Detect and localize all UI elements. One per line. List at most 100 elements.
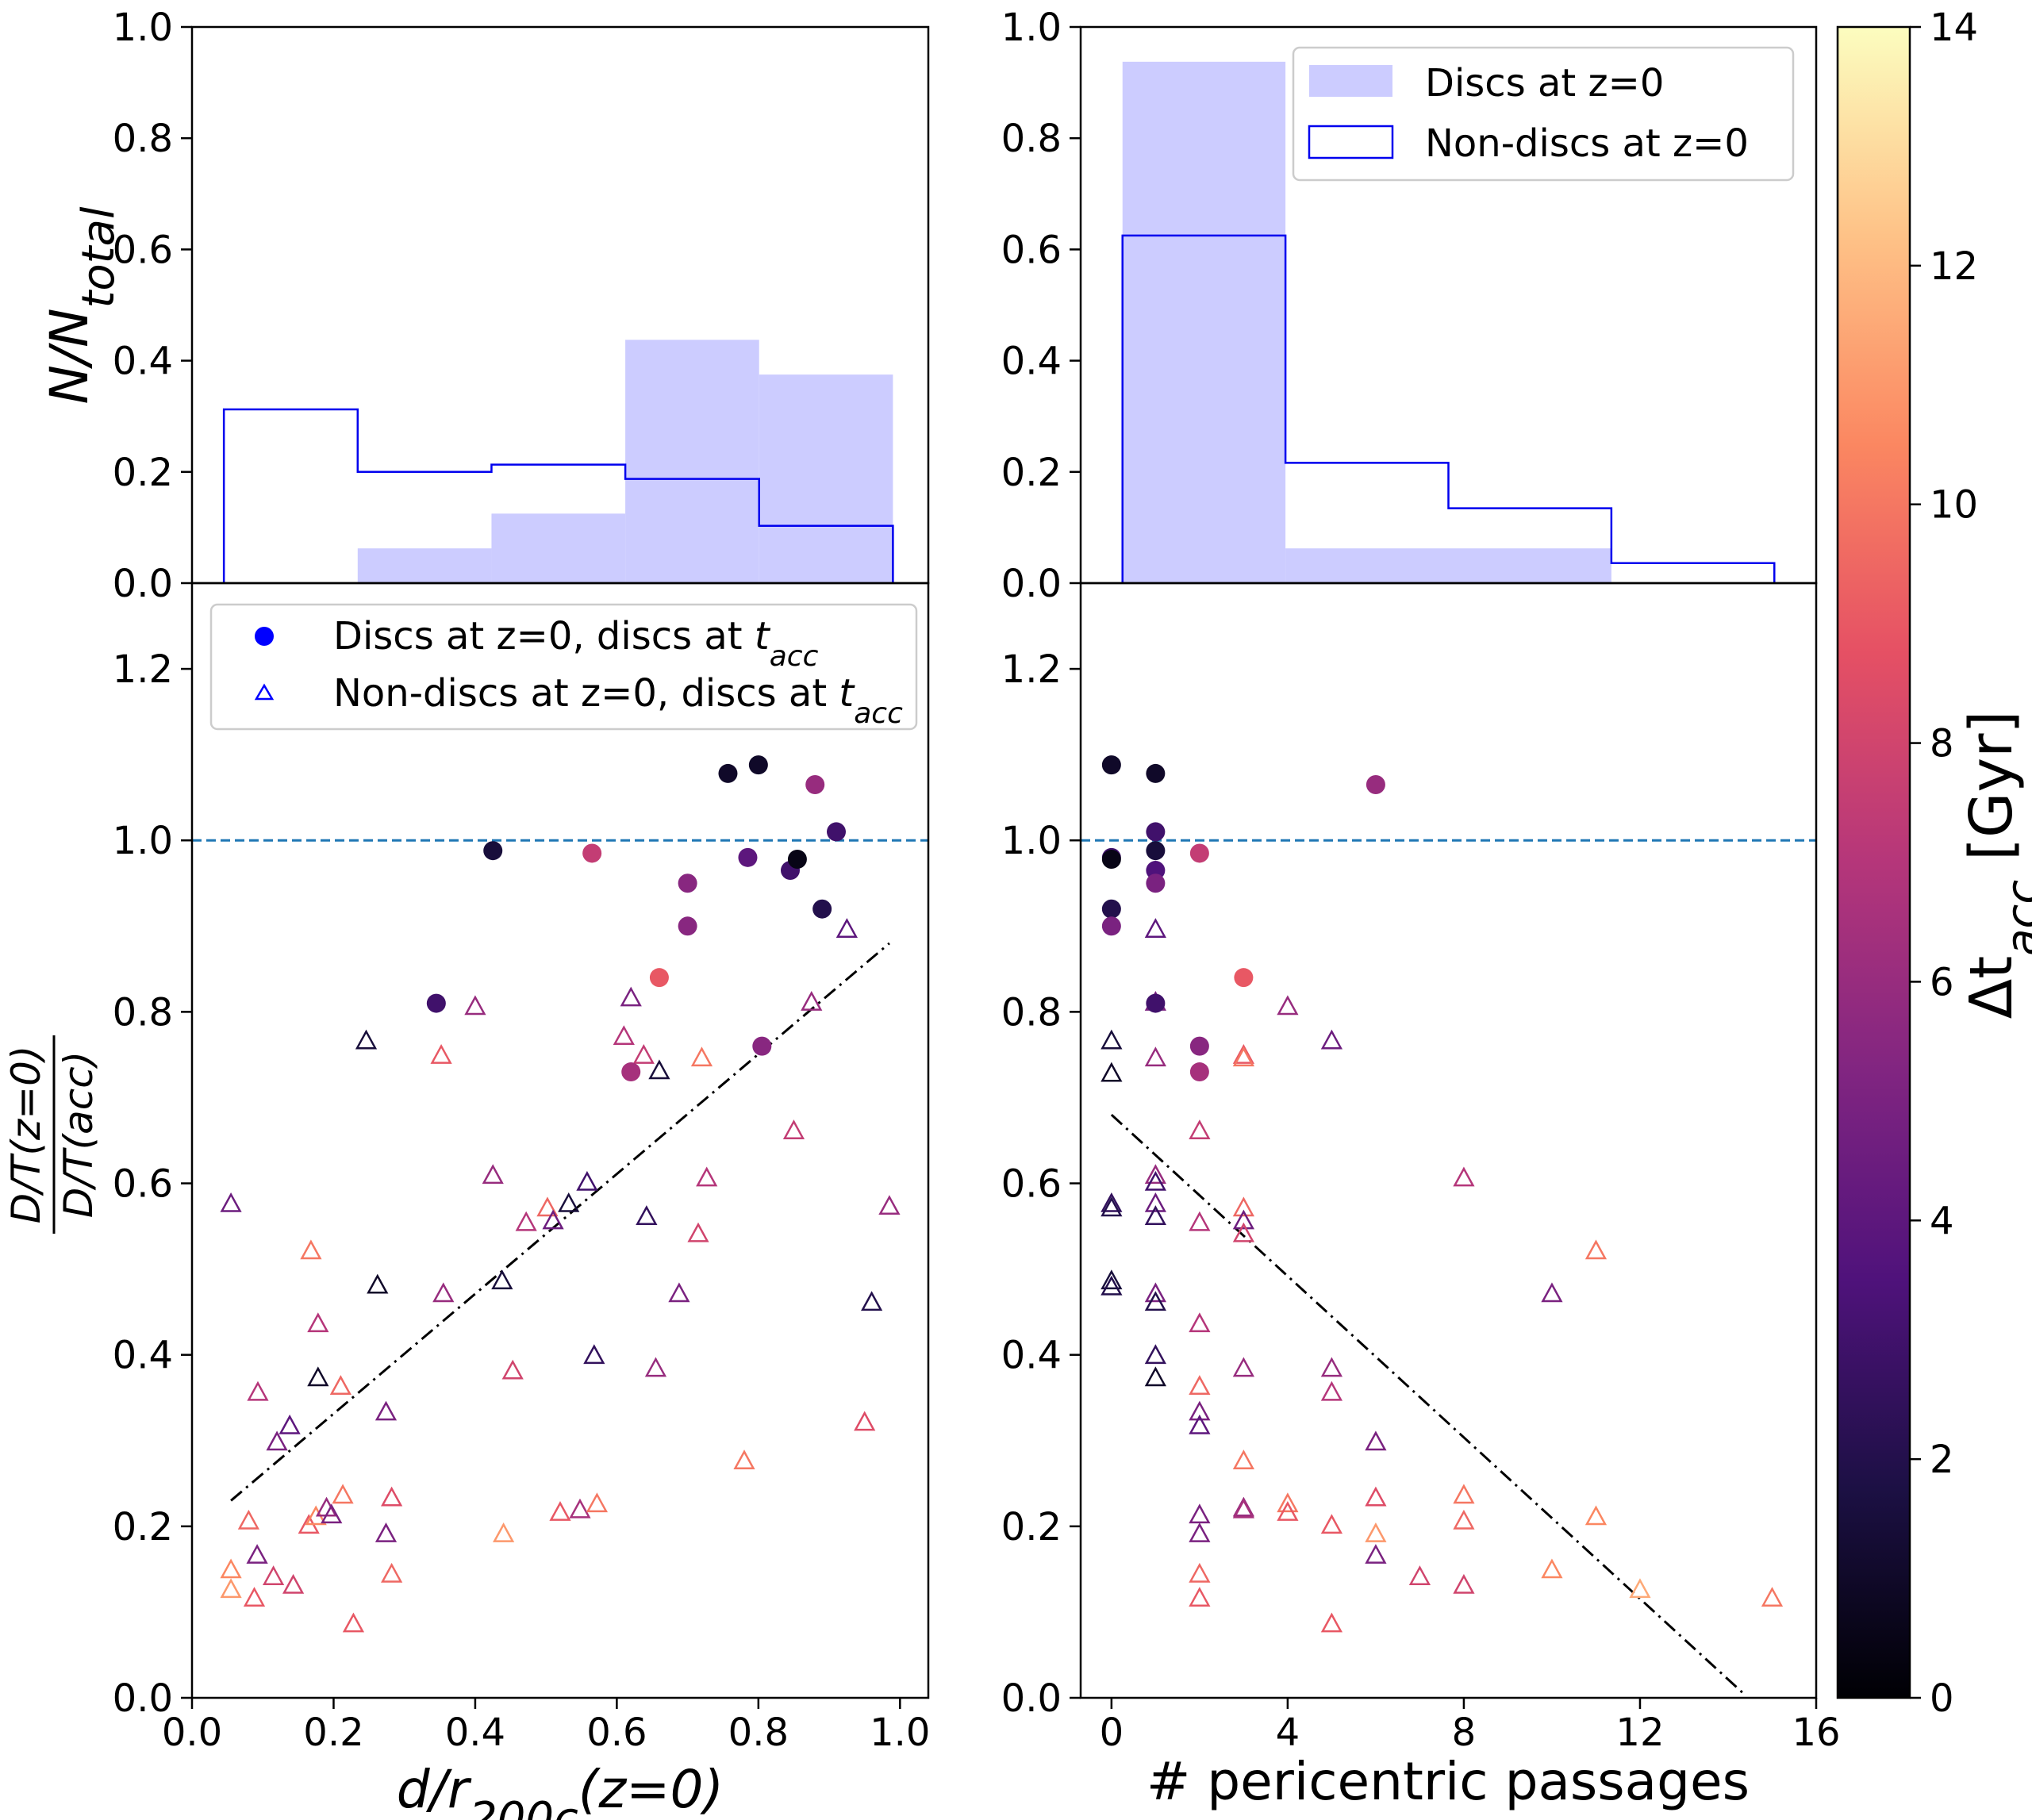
scatter-distance-ytick-label: 1.0: [113, 819, 173, 863]
scatter-distance-y-ticks: 0.0 0.2 0.4 0.6 0.8 1.0 1.2: [113, 647, 192, 1721]
scatter-pericentric-nondisc-point: [1144, 1192, 1166, 1212]
hist-distance-plot-area: [222, 340, 894, 583]
scatter-distance-disc-point: [812, 899, 832, 919]
scatter-distance-nondisc-point: [432, 1282, 455, 1303]
scatter-distance-nondisc-point: [381, 1486, 403, 1507]
scatter-pericentric-nondisc-point: [1365, 1522, 1387, 1542]
scatter-pericentric-nondisc-point: [1189, 1587, 1211, 1607]
hist-distance-ytick-label: 0.8: [113, 117, 173, 161]
scatter-pericentric-nondisc-point: [1101, 1269, 1123, 1290]
scatter-pericentric-nondisc-point: [1320, 1029, 1343, 1050]
scatter-legend-disc-label: Discs at z=0, discs at tacc: [333, 614, 819, 673]
scatter-pericentric-nondisc-point: [1541, 1558, 1563, 1579]
colorbar-tick-label: 2: [1930, 1438, 1954, 1482]
hist-pericentric-plot-area: [1121, 61, 1776, 583]
hist-legend-discs-label: Discs at z=0: [1425, 61, 1664, 106]
scatter-pericentric-nondisc-point: [1232, 1449, 1254, 1470]
scatter-pericentric-ytick-label: 1.0: [1001, 819, 1062, 863]
scatter-distance-nondisc-point: [300, 1239, 322, 1260]
hist-legend-nondiscs-swatch: [1308, 125, 1394, 159]
hist-distance-nondisc-step: [222, 408, 894, 583]
scatter-pericentric-nondisc-point: [1232, 1498, 1254, 1519]
hist-legend-box: [1292, 46, 1795, 182]
scatter-pericentric-nondisc-point: [1453, 1484, 1475, 1504]
scatter-distance-nondisc-point: [278, 1414, 301, 1434]
scatter-legend-nondisc-marker: [254, 683, 275, 701]
scatter-pericentric-ytick-label: 0.6: [1001, 1162, 1062, 1207]
scatter-distance-disc-point: [752, 1036, 772, 1056]
colorbar-tick-label: 4: [1930, 1199, 1954, 1243]
scatter-pericentric-nondisc-point: [1189, 1562, 1211, 1583]
scatter-distance-nondisc-point: [282, 1573, 305, 1594]
scatter-distance-nondisc-point: [329, 1375, 351, 1396]
hist-pericentric-disc-bar: [1448, 548, 1611, 583]
colorbar-gradient: [1836, 25, 1911, 1699]
scatter-pericentric-ytick-label: 0.0: [1001, 1676, 1062, 1721]
scatter-pericentric-xtick-label: 8: [1452, 1711, 1477, 1755]
scatter-pericentric-nondisc-point: [1144, 1170, 1166, 1191]
scatter-pericentric-nondisc-point: [1101, 1196, 1123, 1217]
scatter-distance-nondisc-point: [247, 1380, 269, 1401]
scatter-pericentric-x-ticks: 0 4 8 12 16: [1100, 1698, 1841, 1755]
scatter-distance-nondisc-point: [332, 1484, 354, 1504]
hist-distance-ytick-label: 0.2: [113, 451, 173, 495]
scatter-distance-nondisc-point: [220, 1578, 242, 1599]
scatter-pericentric-nondisc-point: [1277, 995, 1299, 1016]
hist-distance-y-ticks: 0.0 0.2 0.4 0.6 0.8 1.0: [113, 6, 192, 606]
hist-pericentric-ytick-label: 0.6: [1001, 228, 1062, 272]
scatter-pericentric-xtick-label: 16: [1792, 1711, 1840, 1755]
scatter-pericentric-nondisc-point: [1453, 1166, 1475, 1187]
scatter-distance-nondisc-point: [687, 1222, 709, 1242]
scatter-pericentric-nondisc-point: [1232, 1357, 1254, 1377]
hist-distance-panel: 0.0 0.2 0.4 0.6 0.8 1.0 N/Ntotal: [39, 6, 930, 606]
scatter-distance-disc-point: [678, 874, 697, 893]
scatter-pericentric-nondisc-point: [1453, 1573, 1475, 1594]
scatter-pericentric-fit-line: [1110, 1113, 1745, 1695]
scatter-distance-xtick-label: 0.0: [162, 1711, 222, 1755]
scatter-pericentric-nondisc-point: [1101, 1029, 1123, 1050]
scatter-distance-nondisc-point: [636, 1205, 658, 1226]
scatter-pericentric-disc-point: [1146, 993, 1166, 1013]
scatter-distance-nondisc-point: [549, 1501, 571, 1521]
scatter-pericentric-disc-point: [1189, 843, 1209, 863]
scatter-distance-nondisc-point: [482, 1164, 504, 1185]
scatter-pericentric-nondisc-point: [1320, 1380, 1343, 1401]
scatter-distance-nondisc-point: [576, 1170, 598, 1191]
scatter-pericentric-disc-point: [1101, 899, 1121, 919]
scatter-distance-nondisc-point: [464, 995, 486, 1016]
scatter-pericentric-disc-point: [1146, 763, 1166, 783]
scatter-pericentric-nondisc-point: [1189, 1503, 1211, 1524]
scatter-pericentric-nondisc-point: [1277, 1492, 1299, 1513]
scatter-pericentric-disc-point: [1189, 1036, 1209, 1056]
scatter-pericentric-disc-point: [1366, 774, 1385, 794]
scatter-distance-nondisc-point: [586, 1492, 609, 1513]
colorbar-tick-label: 14: [1930, 6, 1978, 50]
hist-distance-ytick-label: 0.6: [113, 228, 173, 272]
scatter-pericentric-nondisc-point: [1144, 1164, 1166, 1185]
scatter-pericentric-nondisc-point: [1189, 1119, 1211, 1139]
hist-pericentric-ytick-label: 0.2: [1001, 451, 1062, 495]
scatter-pericentric-nondisc-point: [1189, 1414, 1211, 1434]
scatter-distance-nondisc-point: [878, 1195, 901, 1215]
scatter-distance-ytick-label: 0.4: [113, 1334, 173, 1378]
scatter-pericentric-disc-point: [1101, 850, 1121, 870]
scatter-pericentric-nondisc-point: [1144, 1205, 1166, 1226]
hist-distance-ytick-label: 0.4: [113, 340, 173, 384]
hist-pericentric-ytick-label: 0.8: [1001, 117, 1062, 161]
scatter-pericentric-nondisc-point: [1761, 1587, 1784, 1607]
scatter-pericentric-ytick-label: 1.2: [1001, 647, 1062, 692]
scatter-pericentric-nondisc-point: [1101, 1192, 1123, 1212]
hist-distance-disc-bar: [357, 548, 492, 583]
hist-legend-nondiscs-label: Non-discs at z=0: [1425, 121, 1749, 166]
scatter-pericentric-nondisc-point: [1365, 1544, 1387, 1564]
scatter-pericentric-nondisc-point: [1232, 1222, 1254, 1242]
colorbar-tick-label: 10: [1930, 483, 1978, 528]
scatter-pericentric-nondisc-point: [1453, 1509, 1475, 1530]
hist-distance-disc-bar: [491, 513, 626, 583]
scatter-pericentric-nondisc-point: [1189, 1522, 1211, 1542]
hist-distance-ytick-label: 1.0: [113, 6, 173, 50]
scatter-pericentric-nondisc-point: [1277, 1501, 1299, 1521]
scatter-pericentric-nondisc-point: [1320, 1357, 1343, 1377]
scatter-pericentric-nondisc-point: [1365, 1486, 1387, 1507]
